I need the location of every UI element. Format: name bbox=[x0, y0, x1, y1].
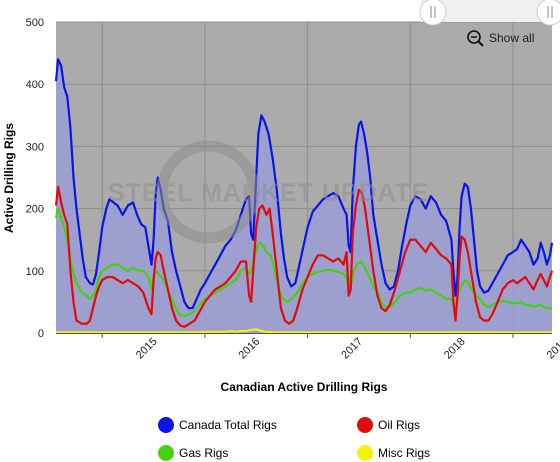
legend-swatch bbox=[357, 445, 373, 461]
x-axis-title: Canadian Active Drilling Rigs bbox=[221, 380, 388, 394]
legend-label: Misc Rigs bbox=[378, 446, 430, 460]
watermark-circle-icon bbox=[156, 140, 260, 244]
misc-rigs-line[interactable] bbox=[56, 328, 552, 334]
canada-total-rigs-line[interactable] bbox=[54, 58, 554, 310]
y-axis-title: Active Drilling Rigs bbox=[2, 123, 16, 233]
legend-item-misc-rigs[interactable]: Misc Rigs bbox=[357, 445, 430, 461]
legend-swatch bbox=[158, 445, 174, 461]
watermark-logo: STEEL MARKET UPDATE bbox=[108, 140, 429, 244]
navigator-right-handle[interactable] bbox=[536, 0, 560, 26]
zoom-out-icon bbox=[467, 30, 484, 47]
legend-item-canada-total-rigs[interactable]: Canada Total Rigs bbox=[158, 417, 277, 433]
canada-total-rigs-area bbox=[56, 59, 552, 334]
show-all-button[interactable]: Show all bbox=[462, 27, 546, 49]
legend: Canada Total Rigs Oil Rigs Gas Rigs Misc Ri… bbox=[158, 417, 430, 461]
oil-rigs-line[interactable] bbox=[54, 185, 554, 328]
navigator bbox=[419, 0, 560, 26]
legend-label: Gas Rigs bbox=[179, 446, 228, 460]
navigator-range[interactable] bbox=[421, 0, 553, 22]
navigator-left-handle[interactable] bbox=[419, 0, 447, 26]
y-tick-label: 400 bbox=[26, 79, 44, 91]
legend-item-gas-rigs[interactable]: Gas Rigs bbox=[158, 445, 228, 461]
legend-label: Oil Rigs bbox=[378, 418, 420, 432]
y-axis-ticks: 0 100 200 300 400 500 bbox=[26, 17, 44, 340]
show-all-label: Show all bbox=[489, 31, 534, 45]
legend-label: Canada Total Rigs bbox=[179, 418, 277, 432]
legend-item-oil-rigs[interactable]: Oil Rigs bbox=[357, 417, 420, 433]
y-tick-label: 0 bbox=[38, 328, 44, 340]
series-layer bbox=[54, 58, 554, 334]
watermark-text: STEEL MARKET UPDATE bbox=[108, 179, 429, 207]
legend-swatch bbox=[158, 417, 174, 433]
y-tick-label: 500 bbox=[26, 17, 44, 29]
y-tick-label: 100 bbox=[26, 266, 44, 278]
y-tick-label: 200 bbox=[26, 204, 44, 216]
y-tick-label: 300 bbox=[26, 141, 44, 153]
legend-swatch bbox=[357, 417, 373, 433]
